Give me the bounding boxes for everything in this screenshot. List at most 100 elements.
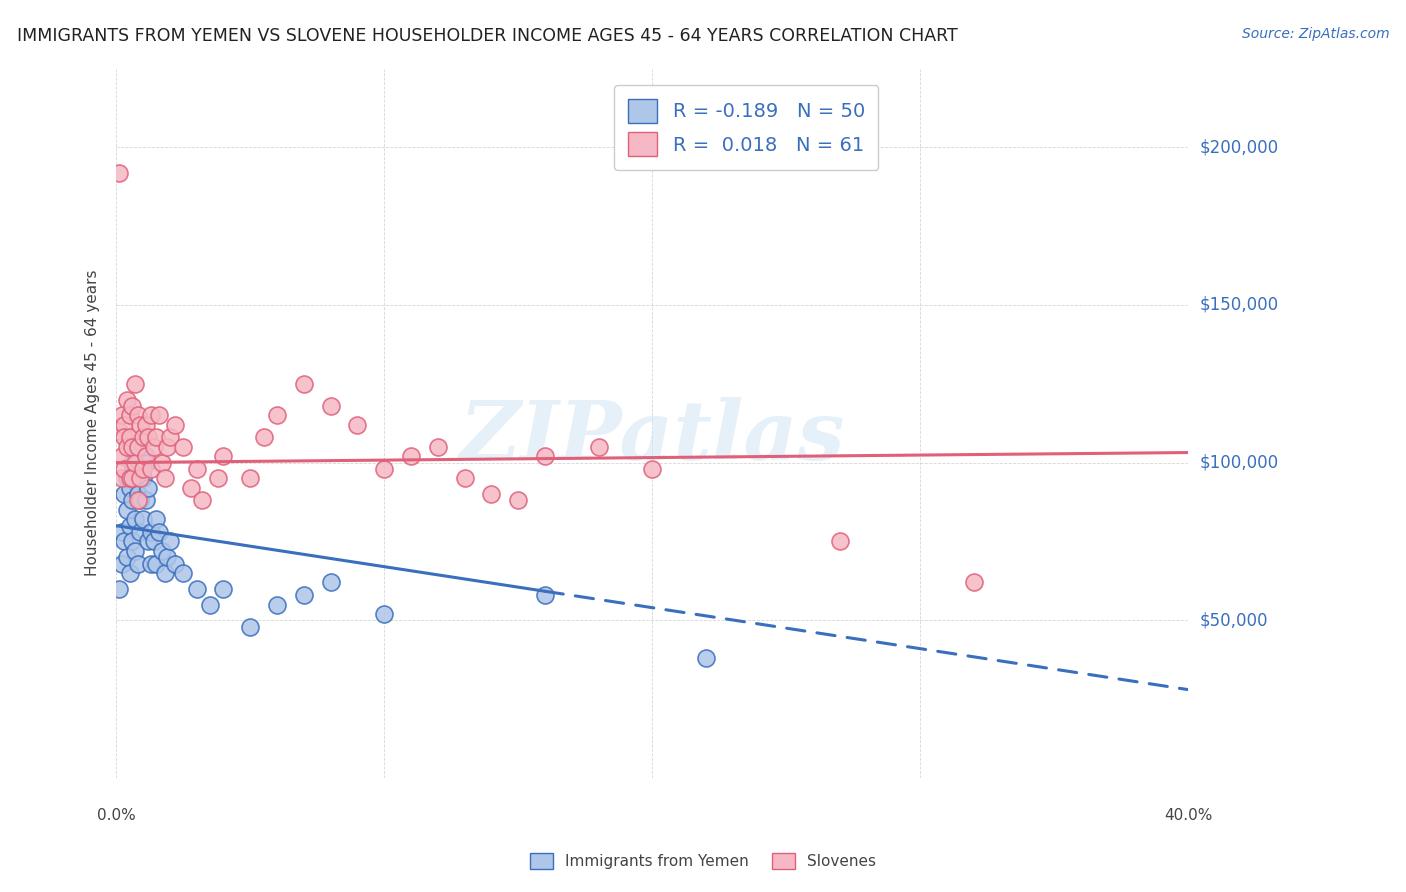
Point xyxy=(150,544,173,558)
Point xyxy=(142,534,165,549)
Point xyxy=(588,440,610,454)
Text: $150,000: $150,000 xyxy=(1199,296,1278,314)
Point xyxy=(373,607,395,621)
Point xyxy=(153,566,176,580)
Point xyxy=(129,471,152,485)
Point xyxy=(108,165,131,179)
Text: $100,000: $100,000 xyxy=(1199,454,1278,472)
Point xyxy=(138,481,160,495)
Point xyxy=(148,409,170,423)
Point xyxy=(132,512,155,526)
Point xyxy=(159,534,181,549)
Point xyxy=(292,376,315,391)
Point xyxy=(139,557,162,571)
Point xyxy=(212,582,235,596)
Point xyxy=(266,409,288,423)
Point xyxy=(159,430,181,444)
Point xyxy=(124,544,146,558)
Point xyxy=(239,619,262,633)
Point xyxy=(135,456,157,470)
Point xyxy=(186,462,208,476)
Point xyxy=(695,651,717,665)
Point xyxy=(253,430,276,444)
Point xyxy=(112,462,135,476)
Point xyxy=(150,456,173,470)
Point xyxy=(127,487,149,501)
Point xyxy=(346,417,368,432)
Point xyxy=(373,462,395,476)
Point xyxy=(124,512,146,526)
Point xyxy=(292,588,315,602)
Point xyxy=(508,493,530,508)
Point xyxy=(534,588,557,602)
Point xyxy=(118,481,141,495)
Point xyxy=(112,487,135,501)
Point xyxy=(121,534,143,549)
Point xyxy=(124,456,146,470)
Point xyxy=(145,512,167,526)
Point xyxy=(115,440,138,454)
Point xyxy=(115,471,138,485)
Point xyxy=(112,534,135,549)
Point xyxy=(172,440,194,454)
Point xyxy=(165,557,187,571)
Y-axis label: Householder Income Ages 45 - 64 years: Householder Income Ages 45 - 64 years xyxy=(86,270,100,576)
Point xyxy=(142,440,165,454)
Point xyxy=(534,450,557,464)
Point xyxy=(156,550,179,565)
Point xyxy=(212,450,235,464)
Point xyxy=(132,462,155,476)
Point xyxy=(121,440,143,454)
Point xyxy=(118,471,141,485)
Point xyxy=(135,417,157,432)
Point xyxy=(127,493,149,508)
Point xyxy=(108,424,131,438)
Point xyxy=(165,417,187,432)
Point xyxy=(453,471,475,485)
Text: ZIPatlas: ZIPatlas xyxy=(460,398,845,477)
Point xyxy=(124,471,146,485)
Point xyxy=(115,503,138,517)
Point xyxy=(129,493,152,508)
Point xyxy=(426,440,449,454)
Point xyxy=(135,493,157,508)
Point xyxy=(191,493,214,508)
Point xyxy=(108,582,131,596)
Point xyxy=(111,557,134,571)
Point xyxy=(963,575,986,590)
Point xyxy=(148,524,170,539)
Text: IMMIGRANTS FROM YEMEN VS SLOVENE HOUSEHOLDER INCOME AGES 45 - 64 YEARS CORRELATI: IMMIGRANTS FROM YEMEN VS SLOVENE HOUSEHO… xyxy=(17,27,957,45)
Point xyxy=(111,524,134,539)
Point xyxy=(118,430,141,444)
Point xyxy=(118,409,141,423)
Point xyxy=(118,518,141,533)
Point xyxy=(115,392,138,407)
Point xyxy=(111,471,134,485)
Point xyxy=(138,430,160,444)
Point xyxy=(127,557,149,571)
Point xyxy=(121,493,143,508)
Point xyxy=(145,557,167,571)
Point xyxy=(266,598,288,612)
Point xyxy=(172,566,194,580)
Point xyxy=(112,417,135,432)
Point xyxy=(156,440,179,454)
Point xyxy=(127,409,149,423)
Text: Source: ZipAtlas.com: Source: ZipAtlas.com xyxy=(1241,27,1389,41)
Point xyxy=(828,534,851,549)
Point xyxy=(129,417,152,432)
Point xyxy=(115,550,138,565)
Point xyxy=(139,524,162,539)
Point xyxy=(129,524,152,539)
Legend: Immigrants from Yemen, Slovenes: Immigrants from Yemen, Slovenes xyxy=(524,847,882,875)
Point xyxy=(198,598,221,612)
Point xyxy=(121,399,143,413)
Point xyxy=(135,450,157,464)
Point xyxy=(641,462,664,476)
Text: 40.0%: 40.0% xyxy=(1164,808,1212,823)
Point xyxy=(138,534,160,549)
Point xyxy=(399,450,422,464)
Point xyxy=(124,376,146,391)
Point xyxy=(132,430,155,444)
Text: 0.0%: 0.0% xyxy=(97,808,135,823)
